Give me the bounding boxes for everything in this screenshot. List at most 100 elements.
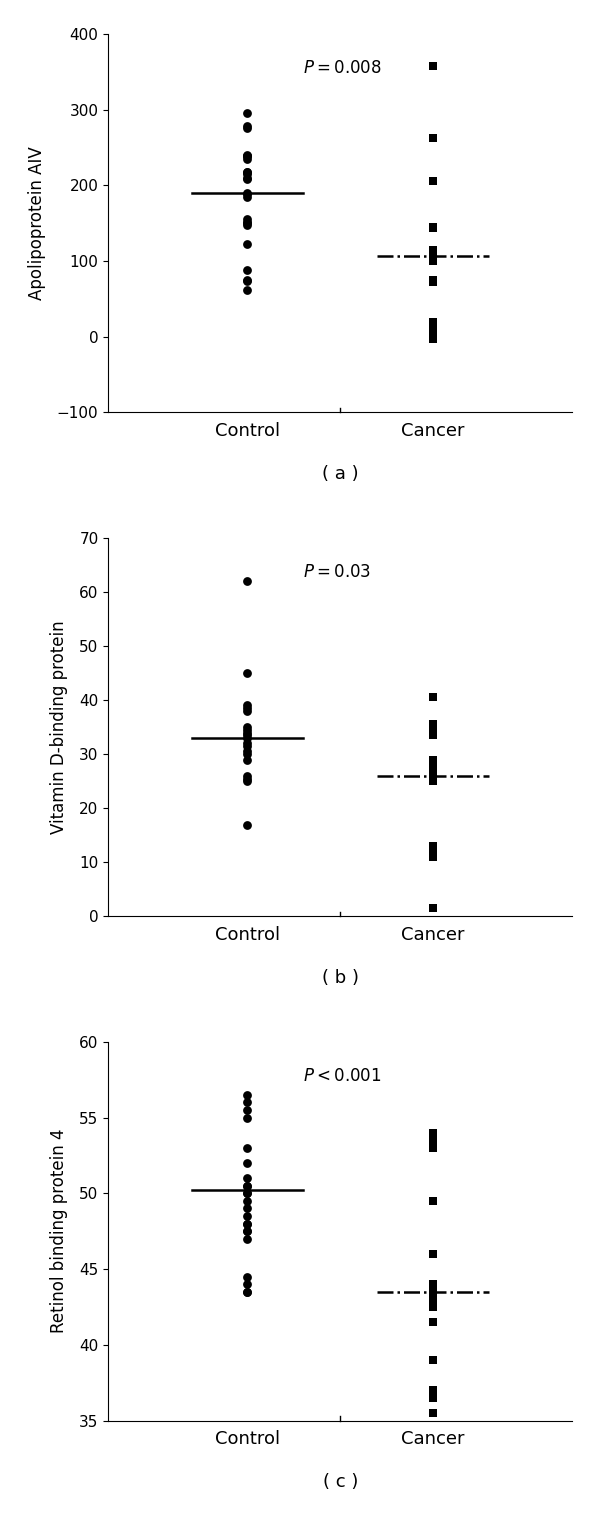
Point — [428, 1136, 438, 1161]
Point — [242, 213, 252, 237]
Point — [428, 214, 438, 238]
Point — [428, 322, 438, 346]
Point — [242, 147, 252, 172]
Point — [242, 764, 252, 788]
Point — [242, 159, 252, 184]
Point — [428, 1378, 438, 1402]
Point — [242, 661, 252, 685]
X-axis label: ( c ): ( c ) — [323, 1473, 358, 1492]
Point — [428, 243, 438, 267]
Point — [242, 166, 252, 190]
Point — [428, 267, 438, 292]
Point — [428, 834, 438, 858]
Point — [242, 1212, 252, 1236]
Point — [242, 182, 252, 207]
Point — [242, 1197, 252, 1221]
Y-axis label: Apolipoprotein AIV: Apolipoprotein AIV — [28, 146, 46, 299]
Point — [428, 1401, 438, 1425]
Point — [428, 1271, 438, 1296]
Point — [428, 1129, 438, 1153]
Point — [242, 278, 252, 302]
Point — [242, 167, 252, 191]
Point — [242, 693, 252, 717]
Point — [242, 161, 252, 185]
Point — [242, 720, 252, 744]
Point — [428, 755, 438, 779]
Point — [242, 1167, 252, 1191]
Point — [428, 169, 438, 193]
Point — [428, 242, 438, 266]
Point — [428, 1121, 438, 1145]
Point — [428, 1347, 438, 1372]
Point — [428, 758, 438, 782]
Point — [428, 327, 438, 351]
Point — [242, 1151, 252, 1176]
Point — [242, 696, 252, 720]
Point — [428, 761, 438, 785]
Point — [428, 270, 438, 295]
Point — [242, 117, 252, 141]
Point — [428, 1279, 438, 1303]
Point — [242, 1189, 252, 1214]
Point — [242, 1098, 252, 1123]
Point — [242, 267, 252, 292]
Point — [242, 1271, 252, 1296]
Point — [428, 1385, 438, 1410]
X-axis label: ( b ): ( b ) — [322, 969, 359, 987]
Point — [428, 747, 438, 772]
Point — [242, 159, 252, 184]
Point — [242, 1264, 252, 1288]
Point — [242, 1279, 252, 1303]
Point — [242, 207, 252, 231]
X-axis label: ( a ): ( a ) — [322, 465, 359, 483]
Text: $P = 0.008$: $P = 0.008$ — [303, 61, 382, 77]
Point — [428, 845, 438, 869]
Point — [242, 144, 252, 169]
Text: $P = 0.03$: $P = 0.03$ — [303, 564, 371, 582]
Point — [242, 1106, 252, 1130]
Point — [242, 258, 252, 283]
Point — [242, 715, 252, 740]
Point — [242, 232, 252, 257]
Point — [428, 55, 438, 79]
Point — [242, 747, 252, 772]
Point — [242, 143, 252, 167]
Point — [242, 1174, 252, 1198]
Point — [242, 734, 252, 758]
Y-axis label: Retinol binding protein 4: Retinol binding protein 4 — [50, 1129, 68, 1334]
Point — [242, 1083, 252, 1107]
Point — [242, 570, 252, 594]
Point — [242, 269, 252, 293]
Point — [242, 210, 252, 234]
Point — [428, 1294, 438, 1318]
Point — [428, 712, 438, 737]
Point — [428, 321, 438, 345]
Point — [428, 237, 438, 261]
Point — [242, 1174, 252, 1198]
Point — [242, 114, 252, 138]
Point — [242, 1220, 252, 1244]
Point — [428, 758, 438, 782]
Point — [428, 216, 438, 240]
Point — [242, 731, 252, 755]
Point — [242, 1182, 252, 1206]
Point — [242, 717, 252, 741]
Point — [242, 767, 252, 791]
Point — [242, 769, 252, 793]
Point — [428, 1279, 438, 1303]
Point — [428, 764, 438, 788]
Point — [242, 699, 252, 723]
Point — [428, 126, 438, 150]
Point — [428, 767, 438, 791]
Point — [242, 1182, 252, 1206]
Point — [428, 753, 438, 778]
Point — [428, 319, 438, 343]
Point — [242, 1226, 252, 1250]
Point — [428, 243, 438, 267]
Point — [242, 1212, 252, 1236]
Point — [242, 813, 252, 837]
Point — [428, 1287, 438, 1311]
Point — [428, 837, 438, 861]
Y-axis label: Vitamin D-binding protein: Vitamin D-binding protein — [50, 620, 68, 834]
Point — [428, 245, 438, 269]
